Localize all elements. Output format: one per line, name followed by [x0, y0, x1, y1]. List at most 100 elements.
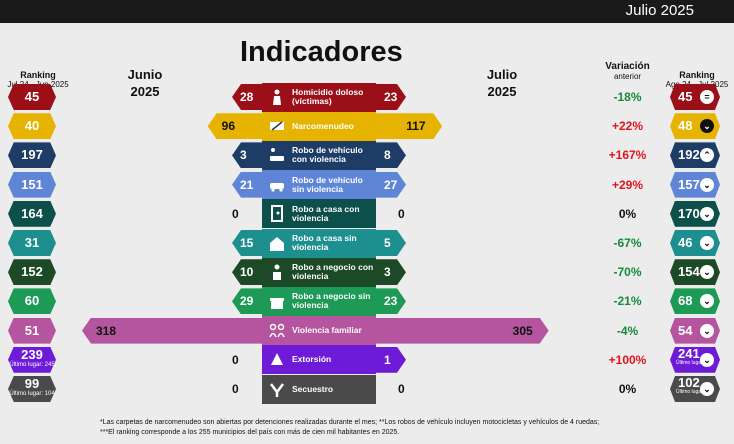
july-header: Julio 2025: [486, 67, 518, 99]
rank-curr-value: 154: [678, 264, 700, 280]
rank-curr-value: 46: [678, 235, 693, 250]
rank-prev-badge: 197: [8, 142, 56, 169]
chevron-down-icon: ⌄: [700, 352, 714, 367]
june-value-label: 15: [240, 236, 254, 250]
category-label: Violencia familiar: [292, 325, 362, 336]
rank-prev-value: 99: [24, 376, 40, 391]
category-label: Robo de vehículo con violencia: [292, 145, 363, 165]
july-bar: [376, 318, 549, 344]
variation-value: -18%: [613, 90, 642, 104]
kidnap-icon: [268, 380, 286, 398]
june-value-label: 96: [221, 119, 236, 134]
armed-car-icon: [268, 146, 286, 164]
variation-value: 0%: [618, 382, 637, 396]
variation-value: -67%: [613, 236, 642, 250]
category-robo-negocio-cv: Robo a negocio con violencia: [262, 257, 376, 287]
rank-prev-note: Último lugar: 104: [9, 391, 55, 397]
footnote-2: ***El ranking corresponde a los 255 muni…: [100, 429, 400, 436]
rank-curr-badge: 157 ⌄: [670, 171, 720, 198]
rank-curr-value: 241: [678, 345, 700, 361]
july-value-label: 117: [406, 119, 426, 134]
category-label: Robo de vehículo sin violencia: [292, 174, 363, 194]
house-armed-icon: [268, 204, 286, 223]
category-label: Robo a negocio con violencia: [292, 262, 374, 282]
july-value-label: 0: [398, 382, 405, 396]
june-bar: [82, 317, 262, 344]
rank-curr-badge: 46 ⌄: [670, 230, 720, 256]
category-extorsion: Extorsión: [262, 345, 376, 375]
variation-value: -70%: [613, 265, 642, 280]
rank-curr-value: 170: [678, 205, 700, 221]
rank-curr-value: 157: [678, 176, 700, 192]
rank-prev-badge: 99 Último lugar: 104: [8, 376, 56, 402]
variation-value: +167%: [608, 148, 647, 163]
category-label: Secuestro: [292, 383, 334, 394]
category-label: Robo a casa con violencia: [292, 203, 360, 223]
category-robo-vehiculo-sv: Robo de vehículo sin violencia: [262, 170, 376, 200]
variation-subtitle: anterior: [613, 72, 642, 81]
category-homicidio: Homicidio doloso (víctimas): [262, 82, 376, 112]
rank-prev-value: 60: [24, 293, 40, 309]
july-value-label: 8: [384, 148, 391, 163]
rank-curr-badge: 45 =: [670, 84, 720, 110]
rank-prev-value: 152: [21, 264, 43, 280]
rank-prev-badge: 40: [8, 113, 56, 140]
rank-curr-value: 54: [678, 322, 693, 338]
variation-value: +100%: [608, 352, 647, 367]
rank-curr-badge: 102 Último lugar: 107 ⌄: [670, 376, 720, 402]
june-value-label: 29: [240, 294, 254, 309]
rank-prev-badge: 31: [8, 230, 56, 256]
house-icon: [268, 234, 286, 252]
june-value-label: 3: [240, 148, 247, 163]
rank-left-title: Ranking: [20, 70, 56, 80]
rank-curr-badge: 154 ⌄: [670, 259, 720, 286]
category-robo-vehiculo-cv: Robo de vehículo con violencia: [262, 140, 376, 170]
july-bar: [376, 230, 406, 256]
gun-victim-icon: [268, 88, 286, 106]
july-value-label: 27: [384, 177, 398, 192]
rank-curr-note: Último lugar: 242: [676, 359, 714, 366]
chevron-down-icon: ⌄: [700, 236, 714, 250]
rank-prev-value: 239: [21, 346, 43, 362]
car-icon: [268, 175, 286, 193]
rank-curr-badge: 170 ⌄: [670, 200, 720, 227]
equal-icon: =: [700, 90, 714, 104]
variation-value: -4%: [616, 323, 639, 338]
chevron-down-icon: ⌄: [700, 382, 714, 396]
category-robo-casa-cv: Robo a casa con violencia: [262, 199, 376, 229]
category-label: Robo a negocio sin violencia: [292, 291, 371, 311]
chevron-down-icon: ⌄: [700, 177, 714, 192]
rank-prev-value: 45: [24, 89, 40, 104]
rank-prev-badge: 51: [8, 317, 56, 344]
june-value-label: 318: [96, 323, 117, 338]
rank-prev-badge: 60: [8, 288, 56, 315]
rank-prev-value: 51: [24, 322, 40, 338]
rank-curr-note: Último lugar: 107: [676, 389, 714, 395]
category-violencia-familiar: Violencia familiar: [262, 316, 376, 346]
variation-value: 0%: [618, 206, 637, 221]
june-value-label: 10: [240, 265, 254, 280]
variation-value: -21%: [613, 294, 642, 309]
report-date: Julio 2025: [625, 2, 694, 19]
june-value-label: 28: [240, 90, 254, 104]
july-bar: [376, 259, 406, 285]
extortion-icon: [268, 350, 286, 368]
category-label: Robo a casa sin violencia: [292, 233, 357, 252]
variation-title: Variación: [605, 61, 650, 72]
july-bar: [376, 142, 406, 168]
footnote-1: *Las carpetas de narcomenudeo son abiert…: [100, 419, 600, 426]
rank-prev-value: 164: [21, 205, 43, 221]
rank-prev-badge: 151: [8, 171, 56, 198]
variation-header: Variación anterior: [595, 62, 660, 82]
rank-curr-badge: 48 ⌄: [670, 113, 720, 140]
june-value-label: 0: [232, 352, 239, 367]
july-value-label: 0: [398, 206, 405, 221]
rank-curr-value: 102: [678, 375, 700, 390]
july-value-label: 3: [384, 265, 391, 280]
variation-value: +29%: [611, 177, 644, 192]
rank-curr-value: 48: [678, 118, 693, 134]
page-title: Indicadores: [240, 36, 403, 68]
june-value-label: 0: [232, 382, 239, 396]
rank-prev-value: 151: [21, 176, 43, 192]
june-bar: [207, 113, 262, 140]
